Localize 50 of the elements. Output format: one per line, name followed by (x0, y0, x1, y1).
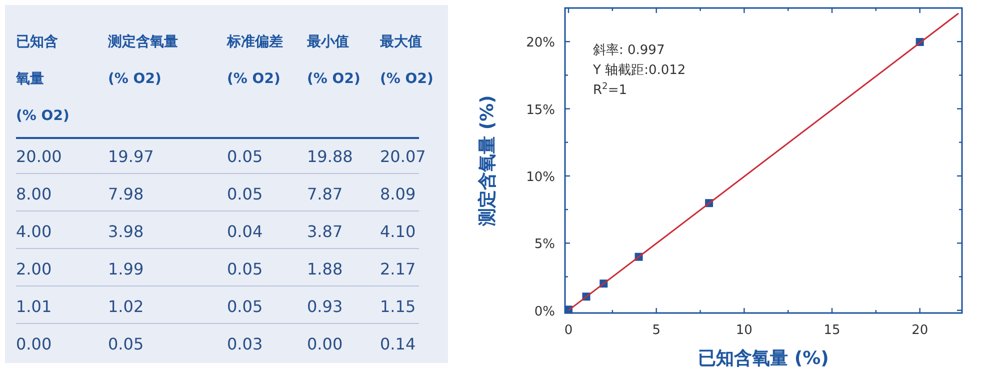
text: 4.00 (16, 222, 52, 241)
category-label: 最大值(% O2) (380, 34, 434, 87)
y-tick-label: 10% (526, 170, 555, 185)
y-tick-label: 0% (534, 304, 555, 320)
text: 8.09 (380, 184, 416, 204)
y-tick-label: 20% (526, 36, 555, 51)
annotation: 斜率: 0.997 (593, 42, 665, 58)
category-label: 测定含氧量(% O2) (108, 34, 178, 87)
text: 0.93 (307, 297, 343, 316)
y-axis-title: 测定含氧量 (%) (477, 95, 498, 227)
text: 0.14 (380, 334, 416, 354)
category-label: 标准偏差(% O2) (227, 34, 283, 87)
text: 7.87 (307, 184, 343, 204)
x-tick-label: 10 (736, 323, 752, 338)
text: 0.00 (16, 334, 52, 354)
text: 19.88 (307, 147, 353, 166)
text: 1.15 (380, 297, 416, 316)
text: 2.17 (380, 260, 416, 278)
text: 20.07 (380, 147, 426, 166)
text: 0.00 (307, 334, 343, 354)
text: 0.05 (227, 260, 263, 278)
text: 0.04 (227, 222, 263, 241)
text: 2.00 (16, 260, 52, 278)
text: 3.87 (307, 222, 343, 241)
annotation: R$^{2}$=1 (593, 82, 628, 98)
category-label: 已知含氧量(% O2) (16, 34, 70, 124)
text: 3.98 (108, 222, 144, 241)
text: 0.05 (108, 334, 144, 354)
text: 0.05 (227, 147, 263, 166)
y-tick-label: 5% (534, 237, 555, 252)
x-tick-label: 15 (824, 323, 840, 338)
text: 20.00 (16, 147, 62, 166)
annotation: Y 轴截距:0.012 (592, 63, 686, 78)
x-tick-label: 20 (912, 323, 928, 338)
text: 1.99 (108, 260, 144, 278)
x-tick-label: 5 (652, 323, 660, 338)
x-tick-label: 0 (564, 323, 573, 338)
text: 0.05 (227, 297, 263, 316)
y-tick-label: 15% (526, 102, 555, 118)
text: 1.88 (307, 260, 343, 278)
text: 8.00 (16, 184, 52, 204)
category-label: 最小值(% O2) (307, 34, 360, 87)
text: 1.01 (16, 297, 52, 316)
text: 1.02 (108, 297, 144, 316)
text: 0.03 (227, 334, 263, 354)
text: 19.97 (108, 147, 154, 166)
x-axis-title: 已知含氧量 (%) (698, 348, 829, 369)
text: 0.05 (227, 184, 263, 204)
text: 7.98 (108, 184, 144, 204)
text: 4.10 (380, 222, 416, 241)
